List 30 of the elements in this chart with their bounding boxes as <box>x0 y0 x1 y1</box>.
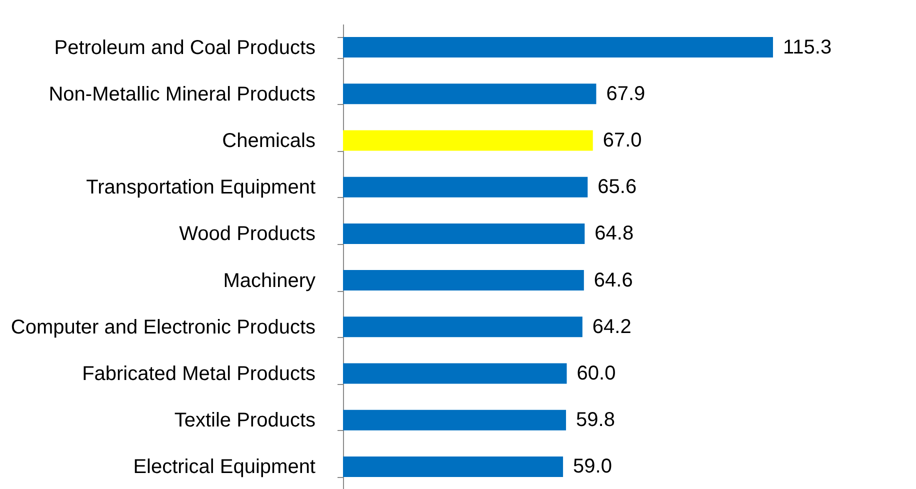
data-label: 64.6 <box>594 269 633 292</box>
y-tick-label: Textile Products <box>174 410 316 432</box>
bar <box>343 363 567 384</box>
bar <box>343 223 585 244</box>
data-label: 59.8 <box>576 409 615 432</box>
y-tick-label: Chemicals <box>222 130 316 152</box>
y-tick-label: Electrical Equipment <box>133 456 316 478</box>
bar <box>343 176 588 198</box>
data-label: 64.8 <box>594 222 634 245</box>
data-label: 65.6 <box>598 176 637 198</box>
bar <box>343 84 596 104</box>
y-tick-label: Fabricated Metal Products <box>82 363 316 385</box>
data-label: 64.2 <box>592 316 632 338</box>
bar <box>343 410 566 430</box>
y-tick-label: Transportation Equipment <box>86 176 316 199</box>
data-label: 115.3 <box>783 36 832 58</box>
bar <box>343 456 564 477</box>
bar <box>343 37 773 58</box>
bar <box>343 270 584 291</box>
y-tick-label: Petroleum and Coal Products <box>54 36 316 59</box>
data-label: 60.0 <box>576 362 616 384</box>
y-tick-label: Machinery <box>223 270 316 292</box>
y-tick-label: Wood Products <box>179 223 316 246</box>
bar <box>343 130 593 151</box>
y-tick-label: Non-Metallic Mineral Products <box>48 83 316 106</box>
data-label: 67.0 <box>602 130 642 152</box>
bar <box>343 316 582 338</box>
data-label: 67.9 <box>606 82 646 105</box>
data-label: 59.0 <box>573 456 612 478</box>
y-tick-label: Computer and Electronic Products <box>10 316 316 338</box>
